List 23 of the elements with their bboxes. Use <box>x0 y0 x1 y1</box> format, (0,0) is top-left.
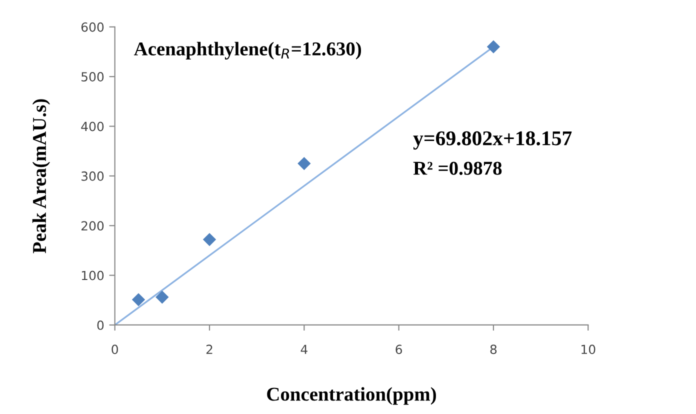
y-tick-label: 400 <box>81 122 104 132</box>
y-tick-label: 600 <box>81 22 104 32</box>
annotation: y=69.802x+18.157 <box>413 131 572 150</box>
x-axis-title: Concentration(ppm) <box>267 387 436 405</box>
y-tick-label: 200 <box>81 221 104 231</box>
x-tick-label: 4 <box>300 344 308 354</box>
y-axis-title: Peak Area(mAU.s) <box>32 99 50 254</box>
y-tick-label: 100 <box>82 270 104 280</box>
y-tick-label: 0 <box>97 320 104 330</box>
x-tick-label: 0 <box>112 344 118 354</box>
point <box>202 232 216 246</box>
annotation: R² =0.9878 <box>413 162 502 175</box>
x-tick-label: 10 <box>582 344 596 354</box>
x-tick-label: 2 <box>206 344 212 354</box>
point <box>132 293 146 306</box>
y-tick-label: 500 <box>82 72 104 82</box>
point <box>486 40 500 54</box>
text: Acenaphthylene(t$_{R}$=12.630) <box>134 42 362 60</box>
point <box>298 156 311 170</box>
point <box>156 290 169 304</box>
x-tick-label: 8 <box>490 344 497 354</box>
y-tick-label: 300 <box>82 171 104 181</box>
x-tick-label: 6 <box>396 344 402 354</box>
